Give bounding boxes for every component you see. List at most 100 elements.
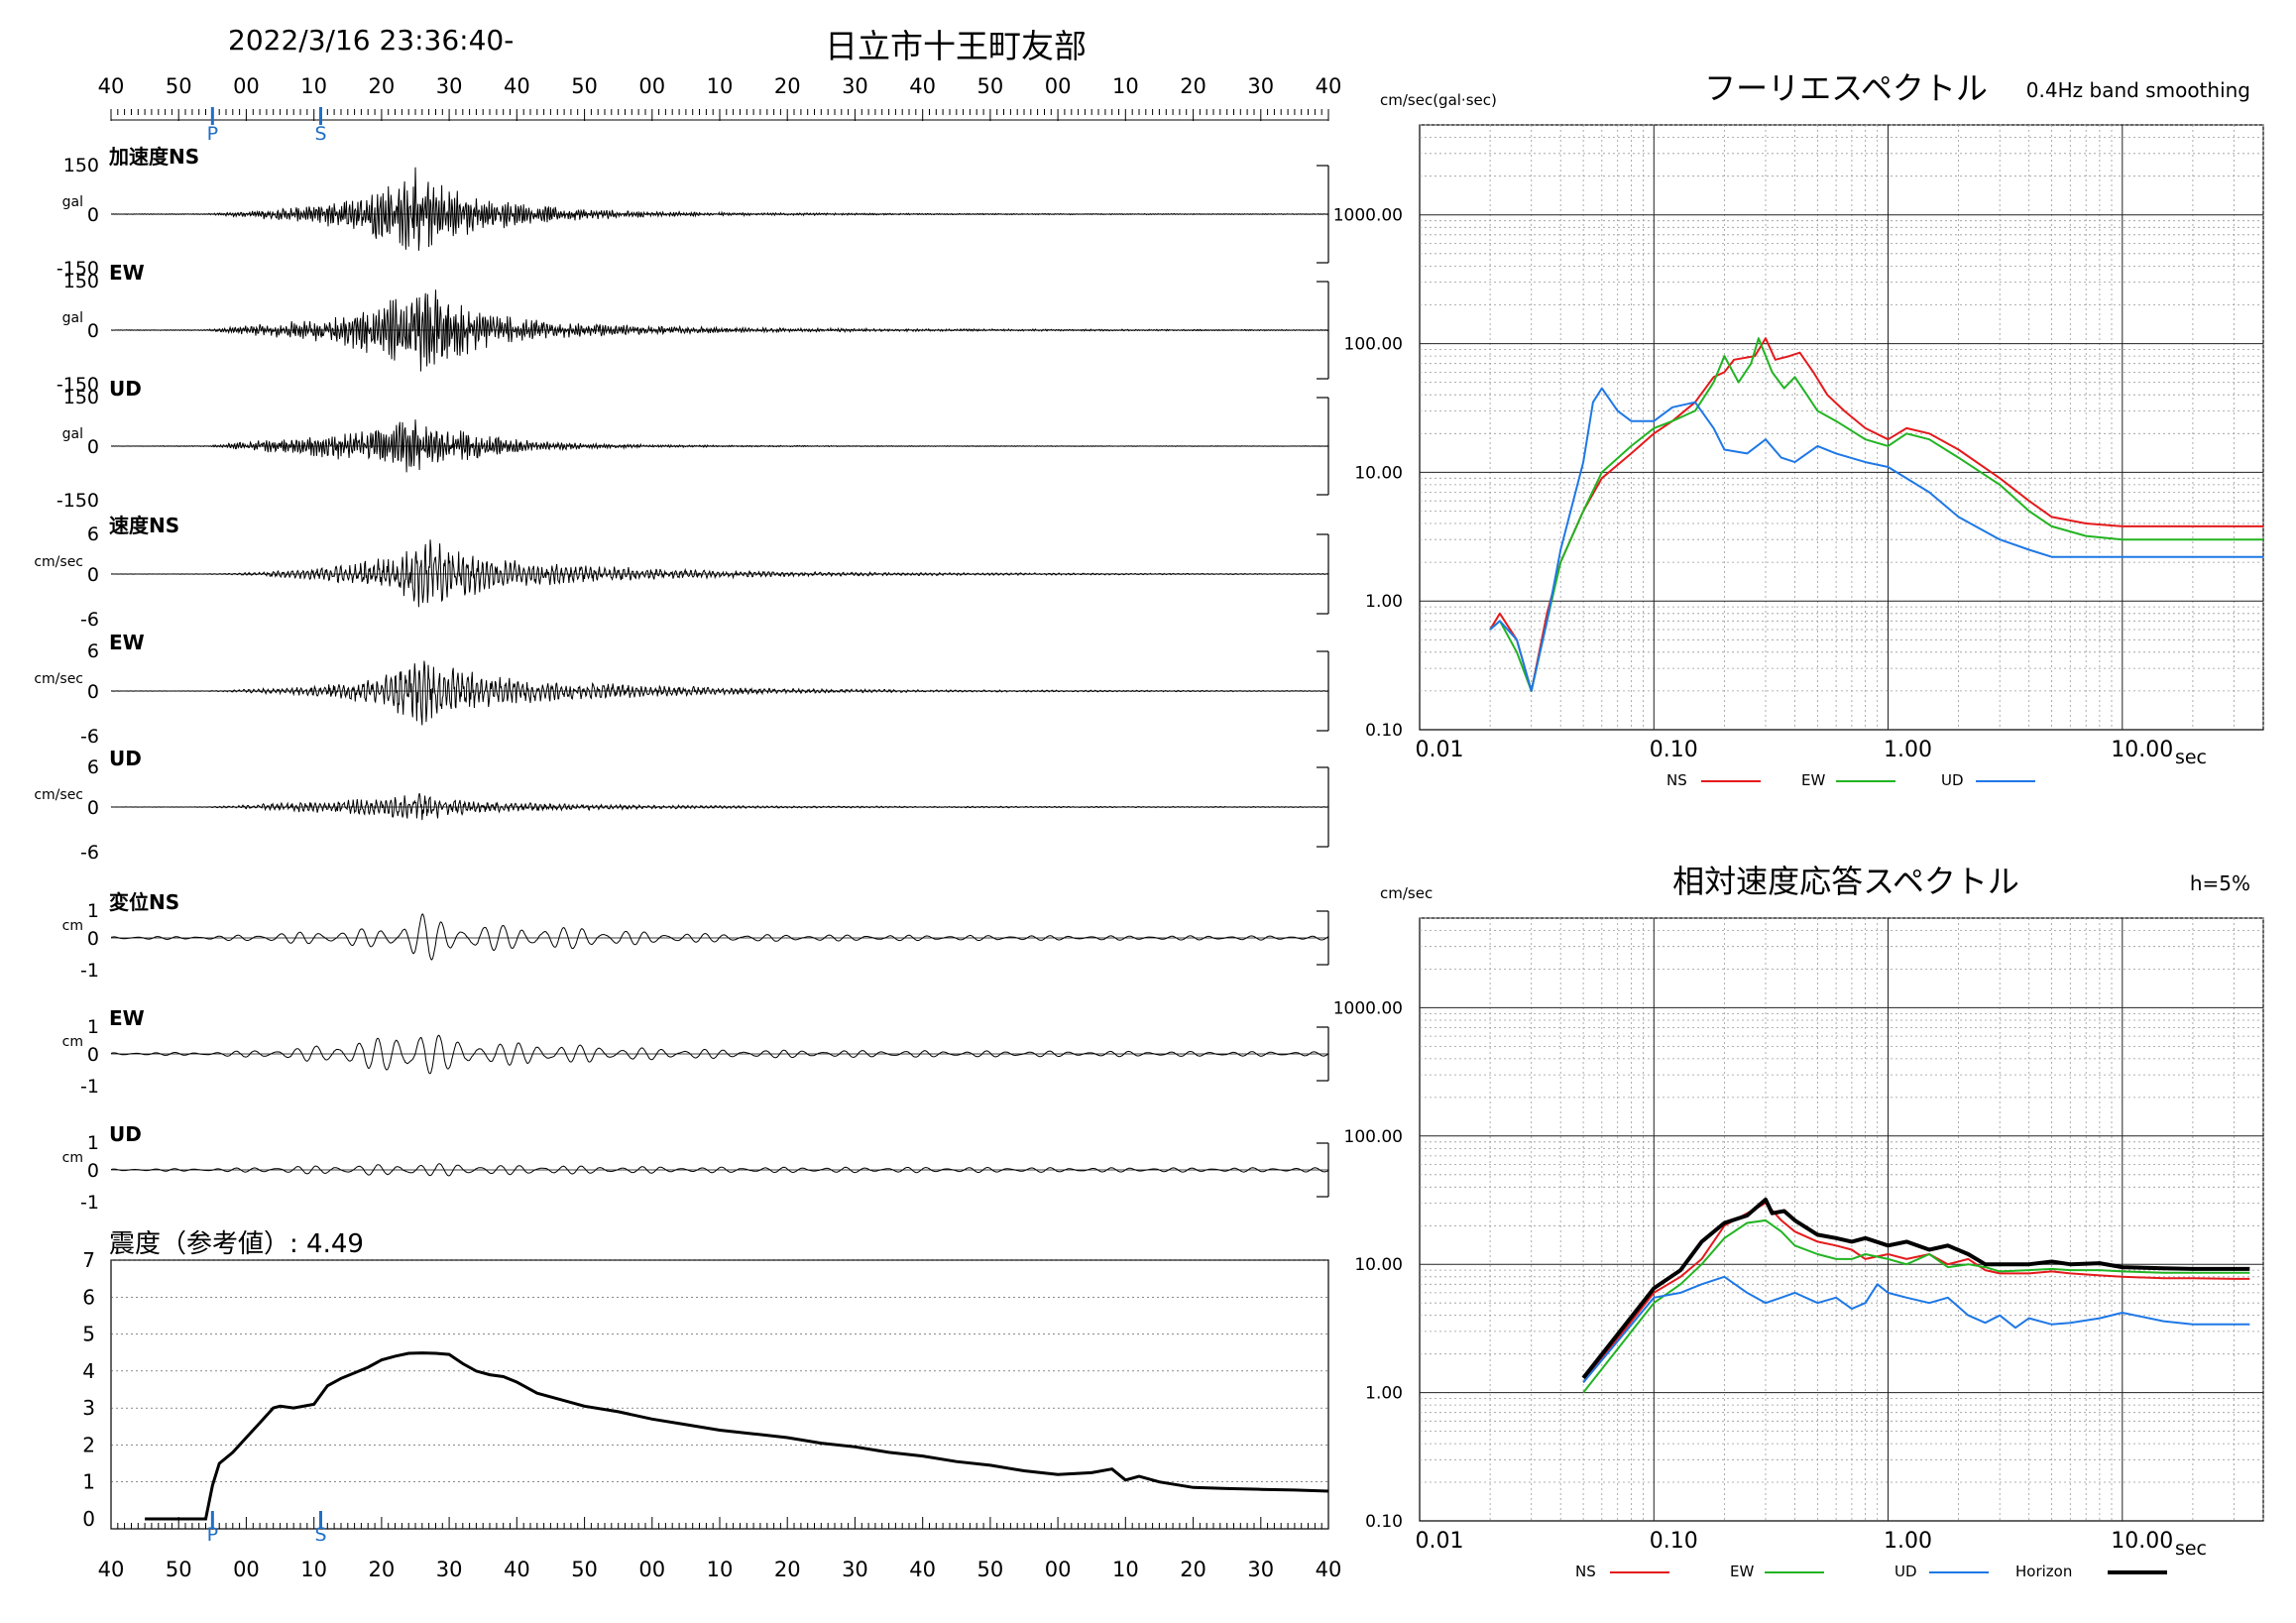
s-wave-label: S: [314, 1524, 326, 1546]
intensity-time-label: 00: [1045, 1558, 1072, 1581]
time-tick-label: 10: [300, 74, 327, 98]
spectrum-x-unit: sec: [2175, 1538, 2207, 1560]
unit-label: cm: [62, 1150, 83, 1166]
intensity-time-label: 20: [1180, 1558, 1206, 1581]
legend-label: NS: [1666, 771, 1687, 789]
spectrum-y-tick: 1000.00: [1333, 998, 1403, 1018]
series-line-horizon: [1581, 1197, 2250, 1380]
intensity-time-label: 50: [571, 1558, 598, 1581]
spectrum-y-tick: 1.00: [1365, 592, 1403, 612]
time-tick-label: 30: [436, 74, 463, 98]
station-name: 日立市十王町友部: [825, 27, 1087, 65]
spectrum-x-unit: sec: [2175, 747, 2207, 768]
spectrum-y-tick: 10.00: [1354, 1255, 1403, 1275]
waveform-panel-4: EW 6 0 -6 cm/sec: [34, 631, 1329, 748]
fourier-spectrum-panel: 1000.00 100.00 10.00 1.00 0.10 0.01 0.10 1.00 10…: [1333, 69, 2264, 789]
spectrum-y-tick: 1.00: [1365, 1384, 1403, 1404]
time-tick-label: 50: [977, 74, 1004, 98]
intensity-tick-label: 0: [82, 1507, 95, 1531]
y-tick-label: 6: [87, 640, 99, 662]
intensity-time-label: 50: [977, 1558, 1004, 1581]
intensity-panel: 0 1 2 3 4 5 6 7 震度（参考値）: 4.49 40 50 00 10 20 30 40 50 00 1…: [82, 1229, 1341, 1581]
intensity-tick-label: 6: [82, 1285, 95, 1309]
series-line-ew: [1582, 1218, 2250, 1394]
y-tick-label: 150: [63, 387, 99, 408]
y-tick-label: 0: [87, 204, 99, 226]
intensity-tick-label: 3: [82, 1396, 95, 1420]
spectrum-x-tick: 1.00: [1884, 738, 1932, 762]
channel-label: 加速度NS: [108, 145, 199, 169]
channel-label: 変位NS: [109, 890, 179, 914]
waveform-panels: 加速度NS 150 0 -150 gal EW 150 0 -150 gal UD 150 0 -150 g…: [34, 145, 1329, 1214]
y-tick-label: -1: [80, 960, 99, 982]
spectrum-x-tick: 1.00: [1884, 1529, 1932, 1554]
intensity-tick-label: 7: [82, 1248, 95, 1272]
response-spectrum-panel: 1000.00 100.00 10.00 1.00 0.10 0.01 0.10 1.00 10…: [1333, 863, 2264, 1580]
waveform-trace: [111, 660, 1329, 726]
intensity-time-label: 40: [504, 1558, 530, 1581]
waveform-panel-2: UD 150 0 -150 gal: [57, 377, 1329, 512]
intensity-time-label: 10: [1112, 1558, 1139, 1581]
waveform-panel-6: 変位NS 1 0 -1 cm: [62, 890, 1329, 982]
waveform-trace: [110, 792, 1329, 821]
intensity-title: 震度（参考値）: 4.49: [109, 1229, 364, 1259]
intensity-tick-label: 1: [82, 1470, 95, 1494]
y-tick-label: 0: [87, 436, 99, 458]
intensity-tick-label: 5: [82, 1323, 95, 1346]
channel-label: EW: [109, 261, 145, 285]
spectrum-minor-grid: [1420, 917, 2264, 1521]
y-tick-label: 1: [87, 900, 99, 922]
intensity-time-label: 20: [774, 1558, 801, 1581]
unit-label: cm/sec: [34, 787, 83, 803]
y-tick-label: -150: [57, 258, 99, 280]
y-tick-label: -1: [80, 1192, 99, 1214]
y-tick-label: -6: [80, 842, 99, 864]
spectrum-y-tick: 100.00: [1344, 1127, 1403, 1147]
legend-label: EW: [1801, 771, 1825, 789]
time-axis: 40 50 00 10 20 30 40 50 00 10 20 30 40 50 00 10 20 30 40 P S: [98, 74, 1342, 145]
spectrum-subtitle: h=5%: [2190, 871, 2250, 895]
p-wave-label: P: [207, 1524, 218, 1546]
waveform-trace: [111, 539, 1329, 608]
intensity-frame: [110, 1259, 1329, 1530]
intensity-time-label: 10: [707, 1558, 734, 1581]
legend-label: EW: [1730, 1563, 1754, 1580]
spectrum-y-tick: 10.00: [1354, 463, 1403, 483]
y-tick-label: -150: [57, 374, 99, 396]
time-tick-label: 20: [774, 74, 801, 98]
waveform-panel-7: EW 1 0 -1 cm: [62, 1006, 1329, 1098]
waveform-panel-8: UD 1 0 -1 cm: [62, 1122, 1329, 1214]
intensity-time-ticks: [110, 1517, 1329, 1529]
p-wave-label: P: [207, 123, 218, 145]
spectrum-x-tick: 10.00: [2111, 738, 2173, 762]
spectrum-title: フーリエスペクトル: [1704, 69, 1988, 107]
time-tick-label: 50: [571, 74, 598, 98]
y-tick-label: 1: [87, 1016, 99, 1038]
y-tick-label: 0: [87, 564, 99, 586]
intensity-time-label: 30: [1247, 1558, 1274, 1581]
spectrum-y-unit: cm/sec: [1380, 884, 1433, 902]
time-tick-label: 20: [369, 74, 396, 98]
y-tick-label: -150: [57, 490, 99, 512]
time-tick-label: 00: [1045, 74, 1072, 98]
time-tick-label: 10: [1112, 74, 1139, 98]
series-line-ew: [1489, 337, 2263, 692]
time-tick-label: 30: [1247, 74, 1274, 98]
time-tick-label: 40: [98, 74, 125, 98]
y-tick-label: 6: [87, 756, 99, 778]
waveform-panel-0: 加速度NS 150 0 -150 gal: [57, 145, 1329, 280]
y-tick-label: 6: [87, 523, 99, 545]
spectrum-x-tick: 10.00: [2111, 1529, 2173, 1554]
spectrum-title: 相対速度応答スペクトル: [1672, 863, 2019, 900]
y-tick-label: 0: [87, 1044, 99, 1066]
y-tick-label: 150: [63, 271, 99, 292]
time-axis-ticks: [110, 109, 1329, 121]
series-line-ud: [1489, 387, 2263, 692]
unit-label: cm/sec: [34, 671, 83, 687]
time-tick-label: 40: [504, 74, 530, 98]
time-tick-label: 40: [909, 74, 936, 98]
legend-label: UD: [1894, 1563, 1917, 1580]
intensity-time-label: 30: [436, 1558, 463, 1581]
channel-label: UD: [109, 1122, 142, 1146]
legend-label: UD: [1941, 771, 1964, 789]
